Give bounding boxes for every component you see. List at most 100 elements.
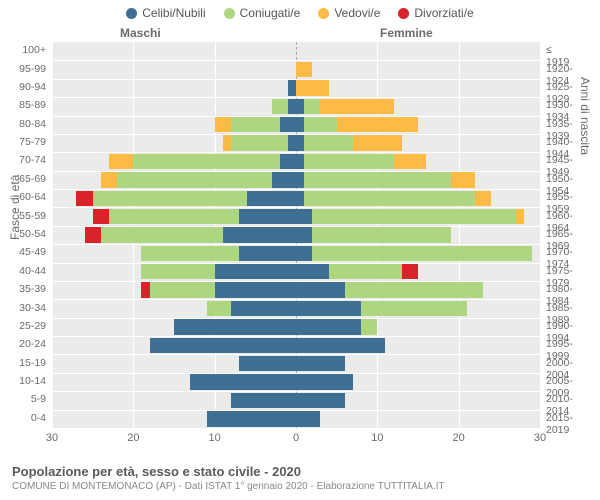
bar-male-s [150, 338, 296, 353]
age-label: 75-79 [6, 136, 46, 148]
bar-male-s [223, 227, 296, 242]
bar-female-s [296, 227, 312, 242]
legend-swatch-single [126, 8, 137, 19]
bar-male-m [109, 209, 239, 224]
bar-female-s [296, 374, 353, 389]
age-label: 35-39 [6, 283, 46, 295]
x-tick-label: 20 [127, 432, 139, 444]
bar-female-w [337, 117, 418, 132]
bar-male-s [207, 411, 296, 426]
bar-male-s [231, 301, 296, 316]
age-label: 85-89 [6, 99, 46, 111]
legend-label-single: Celibi/Nubili [142, 6, 205, 20]
bar-female-s [296, 301, 361, 316]
legend-swatch-married [224, 8, 235, 19]
age-label: 40-44 [6, 265, 46, 277]
bar-male-w [215, 117, 231, 132]
bar-female-w [451, 172, 475, 187]
bar-female-m [304, 172, 450, 187]
bar-female-m [329, 264, 402, 279]
age-label: 80-84 [6, 118, 46, 130]
bar-male-s [190, 374, 296, 389]
bar-female-s [296, 338, 385, 353]
bar-male-d [141, 282, 149, 297]
bar-female-s [296, 264, 329, 279]
bar-female-m [304, 99, 320, 114]
bar-female-d [402, 264, 418, 279]
header-female: Femmine [380, 26, 433, 40]
age-label: 50-54 [6, 228, 46, 240]
birth-year-label: 2015-2019 [546, 412, 573, 436]
bar-male-s [239, 209, 296, 224]
bar-male-s [280, 154, 296, 169]
bar-female-s [296, 393, 345, 408]
bar-male-s [239, 356, 296, 371]
bar-female-s [296, 246, 312, 261]
x-tick-label: 10 [371, 432, 383, 444]
bar-male-s [288, 99, 296, 114]
age-label: 0-4 [6, 412, 46, 424]
bar-female-s [296, 411, 320, 426]
x-tick-label: 0 [293, 432, 299, 444]
bar-female-m [312, 227, 450, 242]
bar-male-d [93, 209, 109, 224]
bar-female-s [296, 319, 361, 334]
bar-female-m [312, 246, 532, 261]
bar-female-m [304, 117, 337, 132]
legend-item-widowed: Vedovi/e [318, 6, 380, 20]
bar-female-w [516, 209, 524, 224]
bar-female-m [304, 154, 393, 169]
bar-male-s [288, 80, 296, 95]
age-label: 10-14 [6, 375, 46, 387]
x-tick-label: 30 [534, 432, 546, 444]
x-tick-label: 20 [453, 432, 465, 444]
bar-male-d [76, 191, 92, 206]
bar-female-s [296, 172, 304, 187]
age-label: 90-94 [6, 81, 46, 93]
legend-item-married: Coniugati/e [224, 6, 301, 20]
bar-female-m [361, 319, 377, 334]
bar-male-s [280, 117, 296, 132]
age-label: 100+ [6, 44, 46, 56]
bar-female-m [361, 301, 467, 316]
age-label: 55-59 [6, 210, 46, 222]
bar-female-w [353, 135, 402, 150]
bar-male-m [141, 264, 214, 279]
bar-female-s [296, 282, 345, 297]
bar-female-m [312, 209, 515, 224]
legend: Celibi/Nubili Coniugati/e Vedovi/e Divor… [0, 0, 600, 22]
bar-male-s [272, 172, 296, 187]
header-male: Maschi [120, 26, 161, 40]
chart-title: Popolazione per età, sesso e stato civil… [12, 464, 588, 479]
bar-male-s [231, 393, 296, 408]
bar-female-m [345, 282, 483, 297]
bar-female-s [296, 135, 304, 150]
x-tick-label: 10 [209, 432, 221, 444]
bar-male-m [117, 172, 272, 187]
bar-male-s [215, 264, 296, 279]
plot-area [52, 42, 540, 428]
bar-male-m [133, 154, 279, 169]
bar-female-m [304, 135, 353, 150]
bar-male-w [109, 154, 133, 169]
bar-female-s [296, 209, 312, 224]
age-label: 15-19 [6, 357, 46, 369]
bar-male-w [223, 135, 231, 150]
bar-male-s [288, 135, 296, 150]
age-label: 25-29 [6, 320, 46, 332]
bar-male-s [215, 282, 296, 297]
bar-male-d [85, 227, 101, 242]
bar-female-w [475, 191, 491, 206]
bar-male-m [141, 246, 239, 261]
age-label: 30-34 [6, 302, 46, 314]
age-label: 95-99 [6, 63, 46, 75]
bar-male-s [174, 319, 296, 334]
age-label: 70-74 [6, 154, 46, 166]
bar-female-s [296, 356, 345, 371]
age-label: 20-24 [6, 338, 46, 350]
bar-male-m [231, 135, 288, 150]
legend-label-widowed: Vedovi/e [334, 6, 380, 20]
bar-male-w [101, 172, 117, 187]
chart-subtitle: COMUNE DI MONTEMONACO (AP) - Dati ISTAT … [12, 481, 588, 492]
population-pyramid-chart: Celibi/Nubili Coniugati/e Vedovi/e Divor… [0, 0, 600, 500]
